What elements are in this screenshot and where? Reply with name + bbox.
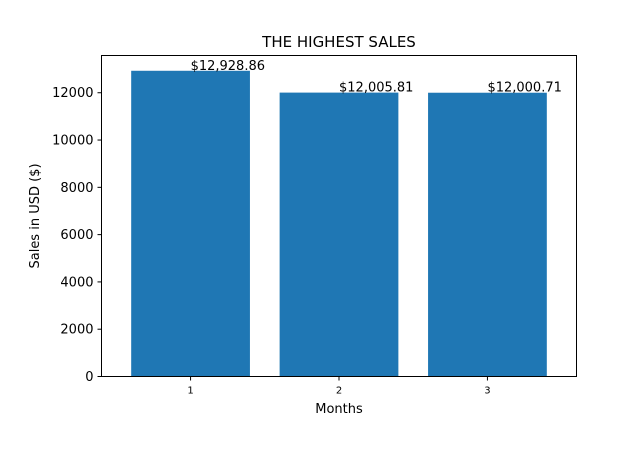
data-labels-group: $12,928.86 $12,005.81 $12,000.71	[191, 59, 562, 96]
bar-value-label: $12,005.81	[339, 81, 413, 96]
y-tick-label: 4000	[60, 275, 93, 290]
bar-value-label: $12,928.86	[191, 59, 265, 74]
x-axis-ticks: 1 2 3	[187, 376, 491, 397]
y-axis-ticks: 0 2000 4000 6000 8000 10000 12000	[52, 86, 102, 385]
bar	[279, 92, 399, 377]
bars-group	[131, 70, 547, 377]
x-tick-label: 1	[187, 386, 193, 397]
y-axis-label: Sales in USD ($)	[28, 163, 43, 268]
y-tick-label: 10000	[52, 134, 93, 149]
chart-title: THE HIGHEST SALES	[261, 33, 416, 51]
plot-frame	[101, 55, 577, 377]
y-tick-label: 0	[85, 370, 93, 385]
y-tick-label: 6000	[60, 228, 93, 243]
x-tick-label: 2	[336, 386, 342, 397]
x-tick-label: 3	[484, 386, 490, 397]
bar	[428, 92, 547, 377]
y-tick-label: 12000	[52, 86, 93, 101]
y-tick-label: 8000	[60, 181, 93, 196]
bar	[131, 70, 250, 377]
bar-value-label: $12,000.71	[487, 81, 561, 96]
y-tick-label: 2000	[60, 323, 93, 338]
x-axis-label: Months	[315, 402, 363, 417]
